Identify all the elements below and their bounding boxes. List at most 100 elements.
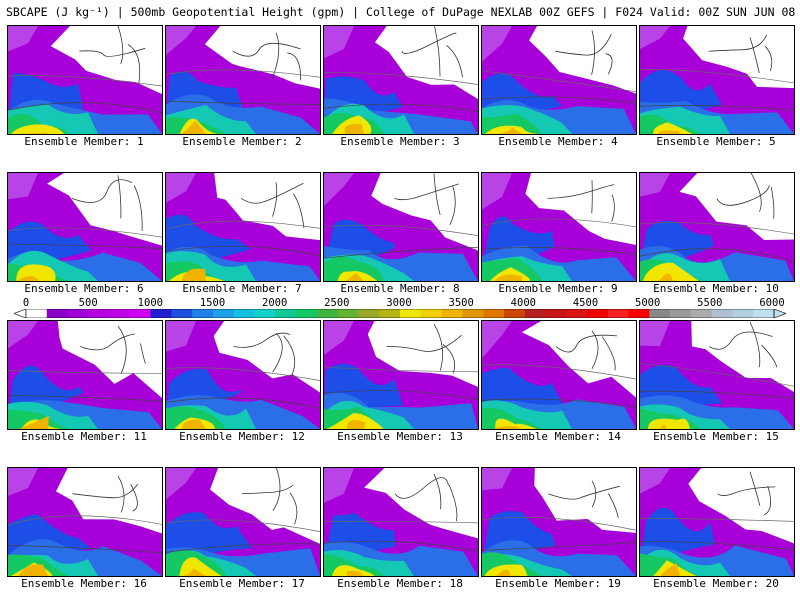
colorbar-segment bbox=[607, 309, 629, 318]
colorbar-segment bbox=[649, 309, 671, 318]
ensemble-member-label: Ensemble Member: 20 bbox=[653, 577, 779, 590]
cape-map bbox=[482, 321, 636, 429]
ensemble-panel-2 bbox=[165, 25, 321, 135]
ensemble-panel-19 bbox=[481, 467, 637, 577]
ensemble-panel-5 bbox=[639, 25, 795, 135]
ensemble-panel-13 bbox=[323, 320, 479, 430]
ensemble-member-label: Ensemble Member: 9 bbox=[498, 282, 618, 295]
colorbar-segment bbox=[524, 309, 546, 318]
colorbar-segment bbox=[213, 309, 235, 318]
colorbar-segment bbox=[545, 309, 567, 318]
ensemble-member-label: Ensemble Member: 19 bbox=[495, 577, 621, 590]
colorbar-tick-label: 4000 bbox=[510, 297, 536, 309]
ensemble-panel-11 bbox=[7, 320, 163, 430]
colorbar-tick-label: 5000 bbox=[635, 297, 661, 309]
cape-map bbox=[640, 321, 794, 429]
ensemble-member-label: Ensemble Member: 4 bbox=[498, 135, 618, 148]
ensemble-panel-8 bbox=[323, 172, 479, 282]
colorbar-segment bbox=[732, 309, 754, 318]
colorbar-segment bbox=[129, 309, 151, 318]
colorbar-tick-label: 2000 bbox=[262, 297, 288, 309]
colorbar-segment bbox=[296, 309, 318, 318]
colorbar-segment bbox=[337, 309, 359, 318]
ensemble-member-label: Ensemble Member: 15 bbox=[653, 430, 779, 443]
colorbar-segment bbox=[753, 309, 775, 318]
ensemble-member-label: Ensemble Member: 1 bbox=[24, 135, 144, 148]
colorbar-tick-label: 4500 bbox=[572, 297, 599, 309]
cape-map bbox=[166, 173, 320, 281]
colorbar-tick-label: 6000 bbox=[759, 297, 785, 309]
colorbar-tick-label: 1000 bbox=[137, 297, 163, 309]
ensemble-member-label: Ensemble Member: 6 bbox=[24, 282, 144, 295]
ensemble-panel-7 bbox=[165, 172, 321, 282]
colorbar-segment bbox=[587, 309, 609, 318]
ensemble-panel-4 bbox=[481, 25, 637, 135]
colorbar-tick-label: 1500 bbox=[199, 297, 226, 309]
cape-map bbox=[8, 321, 162, 429]
colorbar-tick-label: 0 bbox=[22, 297, 30, 309]
ensemble-panel-10 bbox=[639, 172, 795, 282]
colorbar-segment bbox=[233, 309, 255, 318]
ensemble-member-label: Ensemble Member: 13 bbox=[337, 430, 463, 443]
ensemble-member-label: Ensemble Member: 8 bbox=[340, 282, 460, 295]
ensemble-member-label: Ensemble Member: 2 bbox=[182, 135, 302, 148]
cape-map bbox=[482, 173, 636, 281]
colorbar-segment bbox=[400, 309, 422, 318]
colorbar-segment bbox=[254, 309, 276, 318]
cape-map bbox=[640, 173, 794, 281]
cape-map bbox=[324, 26, 478, 134]
map-title: SBCAPE (J kg⁻¹) | 500mb Geopotential Hei… bbox=[6, 5, 800, 19]
colorbar-tick-label: 3000 bbox=[386, 297, 412, 309]
ensemble-panel-9 bbox=[481, 172, 637, 282]
colorbar-segment bbox=[150, 309, 172, 318]
ensemble-panel-17 bbox=[165, 467, 321, 577]
colorbar-segment bbox=[88, 309, 110, 318]
cape-map bbox=[324, 321, 478, 429]
colorbar-segment bbox=[275, 309, 297, 318]
ensemble-panel-15 bbox=[639, 320, 795, 430]
ensemble-panel-16 bbox=[7, 467, 163, 577]
color-scale-bar bbox=[14, 309, 786, 318]
ensemble-member-label: Ensemble Member: 12 bbox=[179, 430, 305, 443]
colorbar-segment bbox=[109, 309, 131, 318]
colorbar-right-arrow bbox=[773, 309, 786, 318]
ensemble-panel-6 bbox=[7, 172, 163, 282]
colorbar-segment bbox=[462, 309, 484, 318]
cape-map bbox=[8, 468, 162, 576]
ensemble-panel-3 bbox=[323, 25, 479, 135]
colorbar-segment bbox=[420, 309, 442, 318]
ensemble-member-label: Ensemble Member: 3 bbox=[340, 135, 460, 148]
colorbar-segment bbox=[26, 309, 48, 318]
colorbar-segment bbox=[379, 309, 401, 318]
colorbar-segment bbox=[441, 309, 463, 318]
cape-map bbox=[324, 468, 478, 576]
colorbar-segment bbox=[483, 309, 505, 318]
ensemble-panel-12 bbox=[165, 320, 321, 430]
cape-map bbox=[166, 468, 320, 576]
ensemble-member-label: Ensemble Member: 16 bbox=[21, 577, 147, 590]
colorbar-segment bbox=[358, 309, 380, 318]
colorbar-segment bbox=[171, 309, 193, 318]
ensemble-member-label: Ensemble Member: 14 bbox=[495, 430, 621, 443]
colorbar-segment bbox=[67, 309, 89, 318]
colorbar-tick-label: 5500 bbox=[697, 297, 723, 309]
colorbar-tick-label: 3500 bbox=[448, 297, 474, 309]
cape-map bbox=[324, 173, 478, 281]
ensemble-panel-20 bbox=[639, 467, 795, 577]
cape-map bbox=[640, 468, 794, 576]
colorbar-tick-label: 500 bbox=[78, 297, 98, 309]
colorbar-segment bbox=[628, 309, 650, 318]
ensemble-member-label: Ensemble Member: 10 bbox=[653, 282, 779, 295]
cape-map bbox=[640, 26, 794, 134]
ensemble-member-label: Ensemble Member: 11 bbox=[21, 430, 147, 443]
cape-map bbox=[8, 26, 162, 134]
cape-map bbox=[8, 173, 162, 281]
colorbar-segment bbox=[46, 309, 68, 318]
ensemble-member-label: Ensemble Member: 7 bbox=[182, 282, 302, 295]
ensemble-panel-1 bbox=[7, 25, 163, 135]
ensemble-panel-14 bbox=[481, 320, 637, 430]
colorbar-segment bbox=[670, 309, 692, 318]
cape-map bbox=[482, 26, 636, 134]
ensemble-member-label: Ensemble Member: 5 bbox=[656, 135, 776, 148]
colorbar-left-arrow bbox=[14, 309, 27, 318]
